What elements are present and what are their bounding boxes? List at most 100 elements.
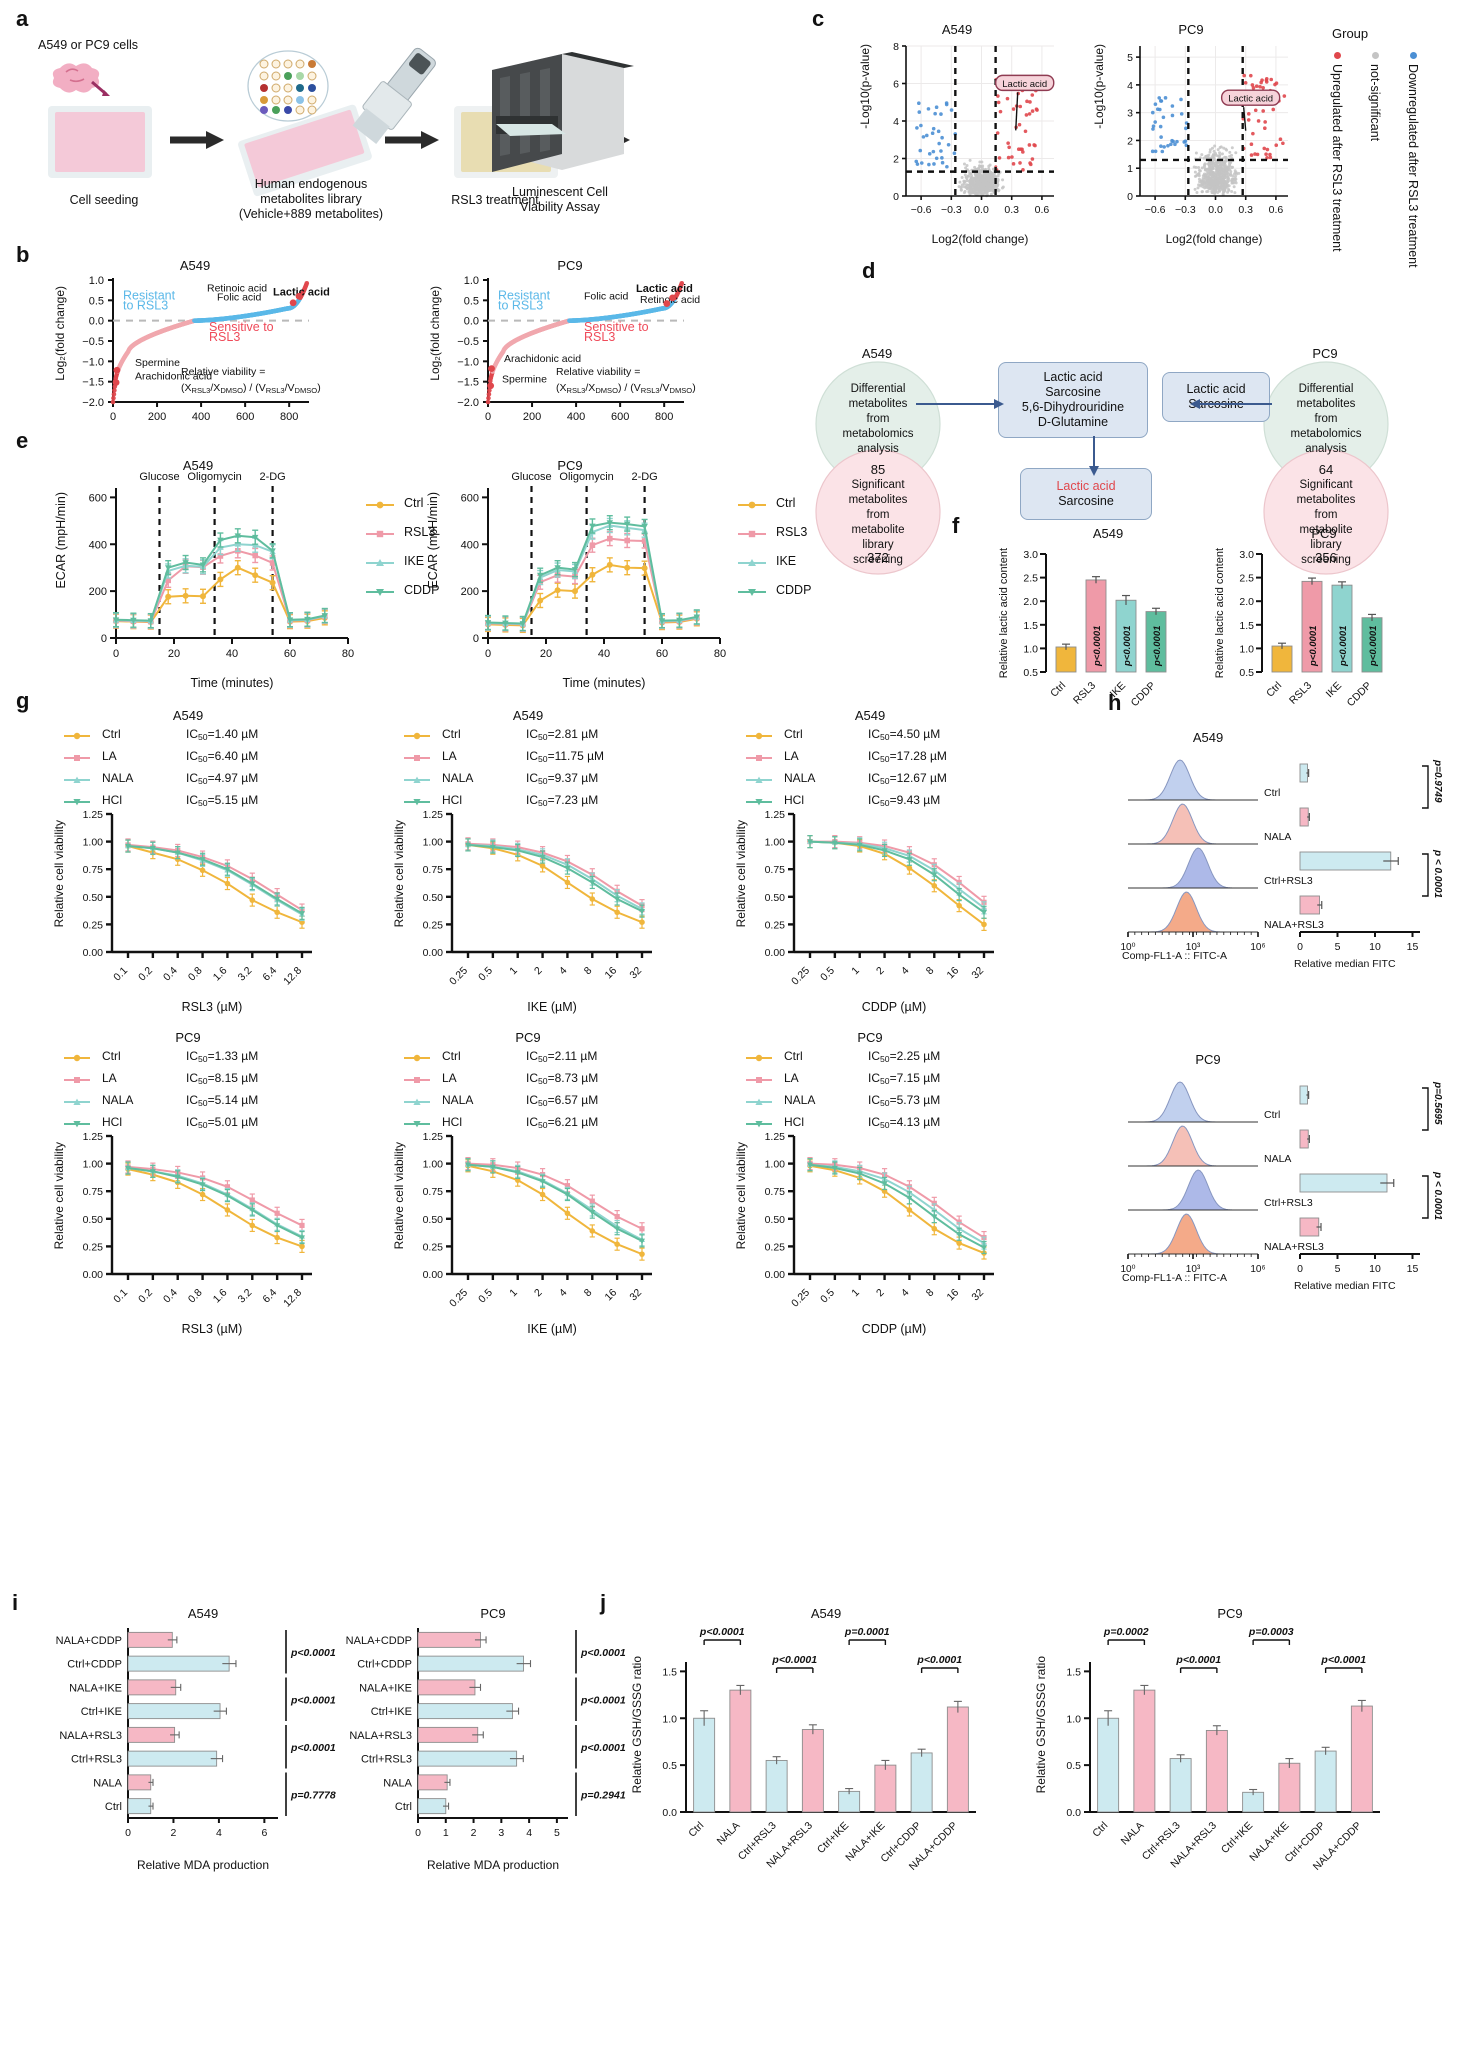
b-formula-line1-0: Relative viability = <box>181 366 266 378</box>
e-legend-label-1-3: CDDP <box>776 583 812 597</box>
i-bar-label: Ctrl+CDDP <box>67 1659 122 1671</box>
d-pink-count: 372 <box>867 550 889 565</box>
g-ytick: 0.50 <box>83 1214 104 1226</box>
f-category: Ctrl <box>1048 680 1068 700</box>
c-xtick: 0.6 <box>1269 204 1284 216</box>
e-ytick: 0 <box>473 633 479 645</box>
g-xlabel-5: CDDP (µM) <box>861 1322 927 1336</box>
g-legend-ic50-3-1: IC50=8.15 µM <box>186 1071 259 1087</box>
b-ytick: −1.5 <box>457 377 479 389</box>
g-legend-marker-4-0 <box>404 1054 430 1062</box>
c-ytick: 1 <box>1127 163 1133 175</box>
arrow-icon-1 <box>170 131 224 149</box>
h-xtick: 10⁶ <box>1250 942 1265 953</box>
b-annotation: RSL3 <box>584 330 615 344</box>
b-ytick: −1.5 <box>82 377 104 389</box>
b-xtick: 800 <box>655 411 673 423</box>
e-xlabel-1: Time (minutes) <box>562 676 646 690</box>
g-title-2: A549 <box>854 708 886 723</box>
f-ytick: 3.0 <box>1239 549 1254 561</box>
c-legend-dot-2 <box>1410 52 1417 59</box>
j-pvalue: p=0.0003 <box>1248 1626 1294 1638</box>
f-pvalue: p<0.0001 <box>1308 626 1319 667</box>
e-legend-label-0-2: IKE <box>404 554 425 568</box>
b-annotation: Lactic acid <box>273 286 330 298</box>
i-xtick: 0 <box>125 1827 131 1839</box>
g-ylabel-0: Relative cell viability <box>52 820 66 928</box>
g-legend-ic50-4-2: IC50=6.57 µM <box>526 1093 599 1109</box>
g-plot-2: 1.251.000.750.500.250.000.25 0.5 1 2 4 8 16 32 <box>765 809 994 988</box>
g-ytick: 0.25 <box>83 919 104 931</box>
c-xtick: −0.3 <box>1175 204 1196 216</box>
f-ytick: 2.5 <box>1023 573 1038 585</box>
well-plate-pink-icon <box>48 106 152 178</box>
g-xtick: 32 <box>627 1287 644 1304</box>
g-xtick: 0.4 <box>161 965 180 984</box>
c-callout-label: Lactic acid <box>1228 94 1273 105</box>
g-legend-ic50-2-0: IC50=4.50 µM <box>868 727 941 743</box>
a-step-label-0: Cell seeding <box>69 193 139 207</box>
i-bar-label: NALA+RSL3 <box>349 1730 412 1742</box>
g-legend-ic50-4-1: IC50=8.73 µM <box>526 1071 599 1087</box>
g-legend-name-0-0: Ctrl <box>102 727 121 741</box>
e-xtick: 60 <box>656 648 668 660</box>
b-plot-0: 1.0 0.5 0.0 −0.5 −1.0 −1.5 −2.0 0 200 400 600 800 Re… <box>82 275 330 423</box>
b-ytick: −0.5 <box>82 336 104 348</box>
h-xtick: 10³ <box>1186 942 1201 953</box>
i-pvalue: p<0.0001 <box>290 1742 336 1754</box>
d-pink-line: library <box>1310 539 1342 551</box>
g-ytick: 0.75 <box>423 864 444 876</box>
g-xtick: 3.2 <box>236 1287 255 1306</box>
d-green-line: metabolomics <box>1291 428 1362 440</box>
i-bar-label: NALA+CDDP <box>56 1635 122 1647</box>
panel-label-c: c <box>812 6 825 31</box>
g-xtick: 16 <box>945 1287 962 1304</box>
g-legend-marker-1-1 <box>404 755 430 761</box>
d-green-line: Differential <box>851 383 906 395</box>
b-annotation: Lactic acid <box>636 283 693 295</box>
h-row-label: NALA <box>1264 1153 1291 1165</box>
i-bar-label: NALA <box>383 1777 412 1789</box>
j-category: NALA <box>1119 1820 1147 1848</box>
h-bar-xtick: 15 <box>1407 1263 1419 1275</box>
e-xtick: 80 <box>714 648 726 660</box>
h-row-label: NALA+RSL3 <box>1264 919 1324 931</box>
c-xtick: 0.6 <box>1035 204 1050 216</box>
f-pvalue: p<0.0001 <box>1152 626 1163 667</box>
g-ytick: 0.75 <box>765 864 786 876</box>
e-legend-marker-1-0 <box>738 501 766 509</box>
g-ytick: 1.00 <box>765 837 786 849</box>
b-ytick: −1.0 <box>82 356 104 368</box>
i-pvalue: p=0.7778 <box>290 1789 336 1801</box>
g-ytick: 0.25 <box>765 919 786 931</box>
panel-label-a: a <box>16 6 29 31</box>
g-legend-marker-3-0 <box>64 1054 90 1062</box>
b-ytick: 0.0 <box>464 316 479 328</box>
i-plot-0: 0 2 4 6 NALA+CDDP Ctrl+CDDP NALA+IKE Ctrl+IKE NA… <box>56 1628 336 1839</box>
h-title-1: PC9 <box>1195 1052 1221 1067</box>
g-legend-name-4-2: NALA <box>442 1093 474 1107</box>
b-xtick: 400 <box>192 411 210 423</box>
i-bar-label: NALA <box>93 1777 122 1789</box>
g-legend-marker-0-1 <box>64 755 90 761</box>
h-bar-0: 0 5 10 15 <box>1297 763 1429 953</box>
a-step-label-3: (Vehicle+889 metabolites) <box>238 207 384 221</box>
f-title-0: A549 <box>1092 526 1124 541</box>
g-legend-ic50-4-3: IC50=6.21 µM <box>526 1115 599 1131</box>
g-ytick: 1.00 <box>423 1159 444 1171</box>
g-title-0: A549 <box>172 708 204 723</box>
g-ylabel-1: Relative cell viability <box>392 820 406 928</box>
i-bar-label: NALA+CDDP <box>346 1635 412 1647</box>
j-pvalue: p<0.0001 <box>771 1654 817 1666</box>
g-plot-4: 1.251.000.750.500.250.000.25 0.5 1 2 4 8 16 32 <box>423 1131 652 1310</box>
g-legend-ic50-5-0: IC50=2.25 µM <box>868 1049 941 1065</box>
g-plot-0: 1.25 1.00 0.75 0.50 0.25 0.00 0.1 0.2 0.4 0.8 1.6 3… <box>83 809 312 988</box>
arrow-icon-2 <box>385 131 439 149</box>
d-box-right: Lactic acid Sarcosine <box>1162 372 1270 422</box>
f-pvalue: p<0.0001 <box>1092 626 1103 667</box>
g-xtick: 0.8 <box>186 965 205 984</box>
panel-label-e: e <box>16 428 29 453</box>
g-ytick: 0.25 <box>83 1241 104 1253</box>
e-xtick: 20 <box>540 648 552 660</box>
